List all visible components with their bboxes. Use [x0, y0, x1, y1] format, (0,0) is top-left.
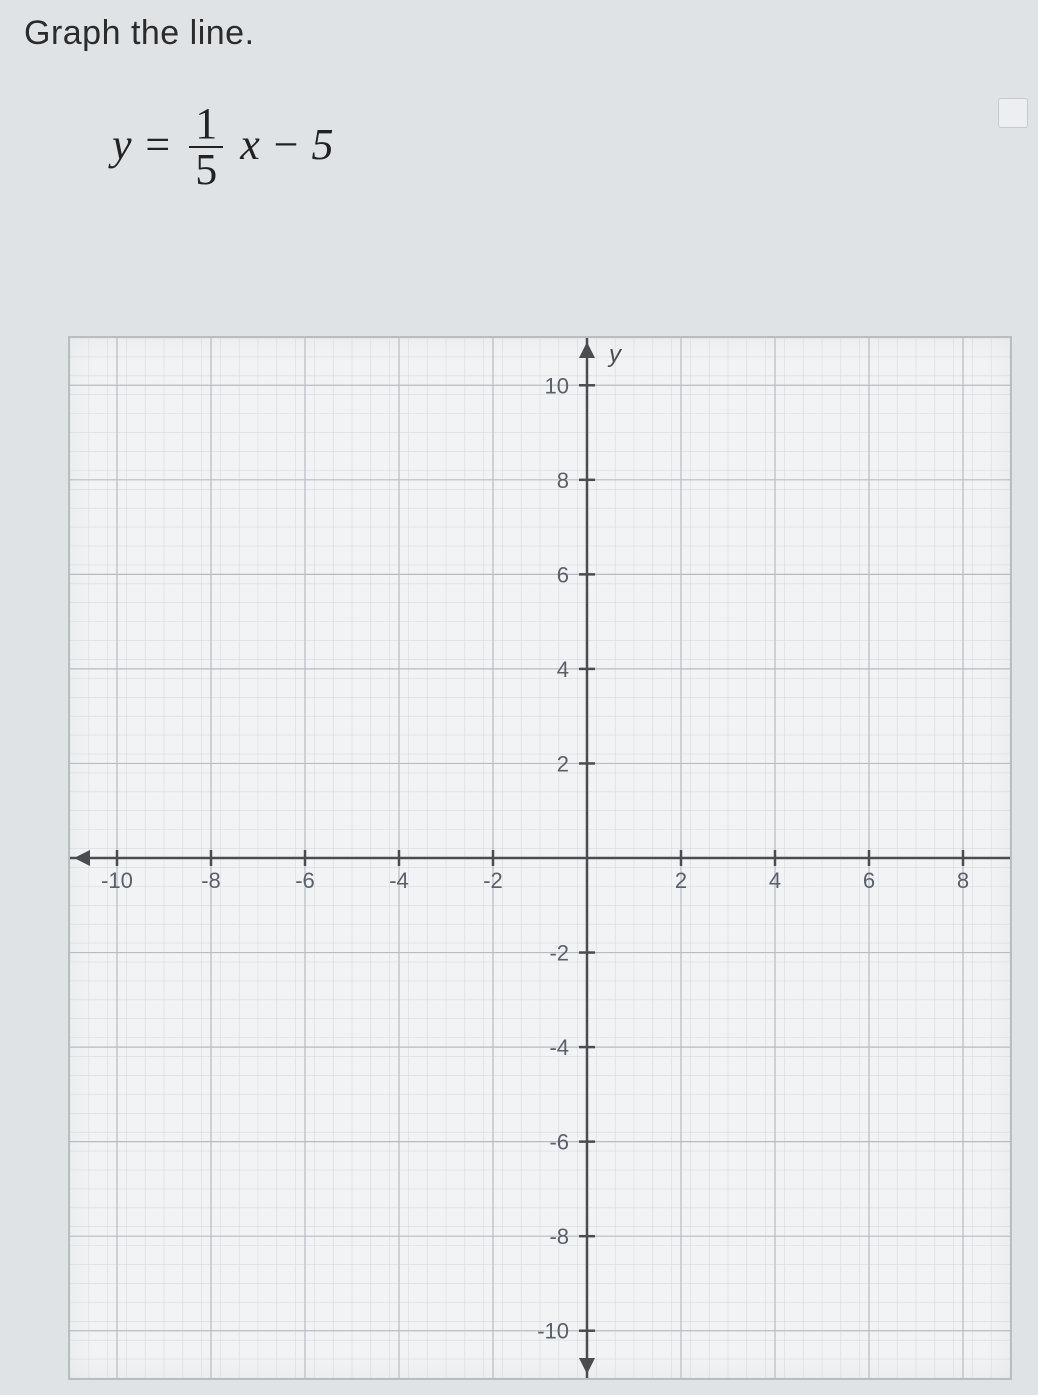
fraction-denominator: 5: [189, 148, 223, 192]
svg-text:8: 8: [957, 868, 969, 893]
svg-text:-4: -4: [389, 868, 409, 893]
equation-display: y = 1 5 x − 5: [112, 104, 333, 194]
expand-icon[interactable]: [998, 98, 1028, 128]
svg-text:-10: -10: [537, 1319, 569, 1344]
svg-text:-2: -2: [483, 868, 503, 893]
equation-variable: x: [240, 120, 260, 169]
svg-text:-6: -6: [549, 1130, 569, 1155]
coordinate-grid[interactable]: -10 -8 -6 -4 -2 2 4 6 8 2 4 6 8 10 -2 -4 -6 -8 -10 y: [68, 336, 1012, 1380]
worksheet-page: Graph the line. y = 1 5 x − 5 -10-8-6-4-…: [0, 0, 1038, 1395]
svg-text:2: 2: [675, 868, 687, 893]
fraction-numerator: 1: [189, 102, 223, 148]
instruction-text: Graph the line.: [24, 14, 255, 53]
svg-text:8: 8: [557, 468, 569, 493]
grid-svg: -10 -8 -6 -4 -2 2 4 6 8 2 4 6 8 10 -2 -4 -6 -8 -10 y: [70, 338, 1010, 1378]
svg-text:-10: -10: [101, 868, 133, 893]
equation-constant: 5: [311, 120, 333, 169]
svg-text:-8: -8: [549, 1224, 569, 1249]
svg-text:-4: -4: [549, 1035, 569, 1060]
svg-text:4: 4: [769, 868, 781, 893]
equals-sign: =: [143, 120, 184, 169]
svg-text:10: 10: [545, 373, 569, 398]
svg-text:6: 6: [863, 868, 875, 893]
fraction: 1 5: [189, 102, 223, 192]
svg-text:y: y: [607, 341, 623, 368]
minus-sign: −: [271, 120, 312, 169]
svg-text:4: 4: [557, 657, 569, 682]
svg-text:6: 6: [557, 562, 569, 587]
svg-text:-2: -2: [549, 941, 569, 966]
svg-text:-8: -8: [201, 868, 221, 893]
equation-lhs: y: [112, 120, 132, 169]
svg-text:-6: -6: [295, 868, 315, 893]
svg-text:2: 2: [557, 751, 569, 776]
